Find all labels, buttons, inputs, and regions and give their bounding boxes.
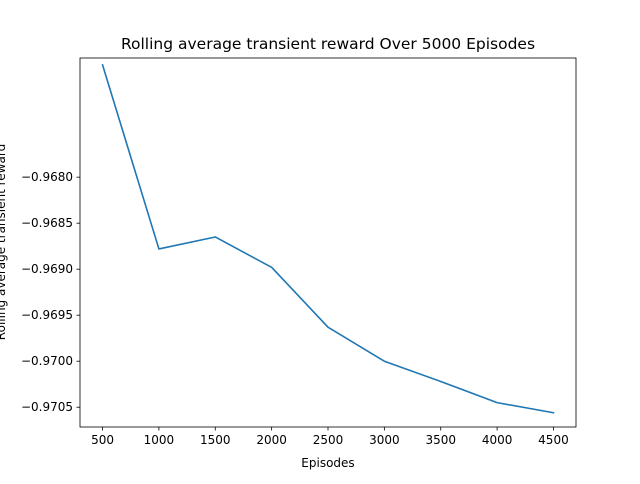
x-tick-label: 3500	[425, 433, 456, 447]
y-tick-label: −0.9690	[21, 262, 73, 276]
data-point	[327, 326, 329, 328]
data-point	[102, 64, 104, 66]
series-line	[101, 63, 555, 414]
data-point	[214, 236, 216, 238]
data-point	[271, 267, 273, 269]
y-tick-label: −0.9685	[21, 216, 73, 230]
data-point	[384, 360, 386, 362]
x-tick-label: 1000	[144, 433, 175, 447]
x-tick-label: 500	[91, 433, 114, 447]
x-tick-label: 1500	[200, 433, 231, 447]
y-tick-label: −0.9705	[21, 400, 73, 414]
x-tick-label: 2000	[256, 433, 287, 447]
chart-title: Rolling average transient reward Over 50…	[121, 35, 535, 53]
data-point	[440, 381, 442, 383]
plot-area: 500 1000 1500 2000 2500 3000 3500 4000 4500 −0.96…	[21, 57, 577, 447]
axes-frame	[79, 57, 577, 428]
x-tick-label: 2500	[313, 433, 344, 447]
data-point	[496, 402, 498, 404]
data-point	[553, 412, 555, 414]
x-axis-label: Episodes	[301, 456, 354, 470]
x-tick-label: 3000	[369, 433, 400, 447]
y-tick-label: −0.9700	[21, 354, 73, 368]
y-tick-label: −0.9680	[21, 170, 73, 184]
x-tick-label: 4000	[482, 433, 513, 447]
y-axis-label: Rolling average transient reward	[0, 144, 8, 340]
x-tick-label: 4500	[538, 433, 569, 447]
y-tick-label: −0.9695	[21, 308, 73, 322]
data-point	[158, 248, 160, 250]
